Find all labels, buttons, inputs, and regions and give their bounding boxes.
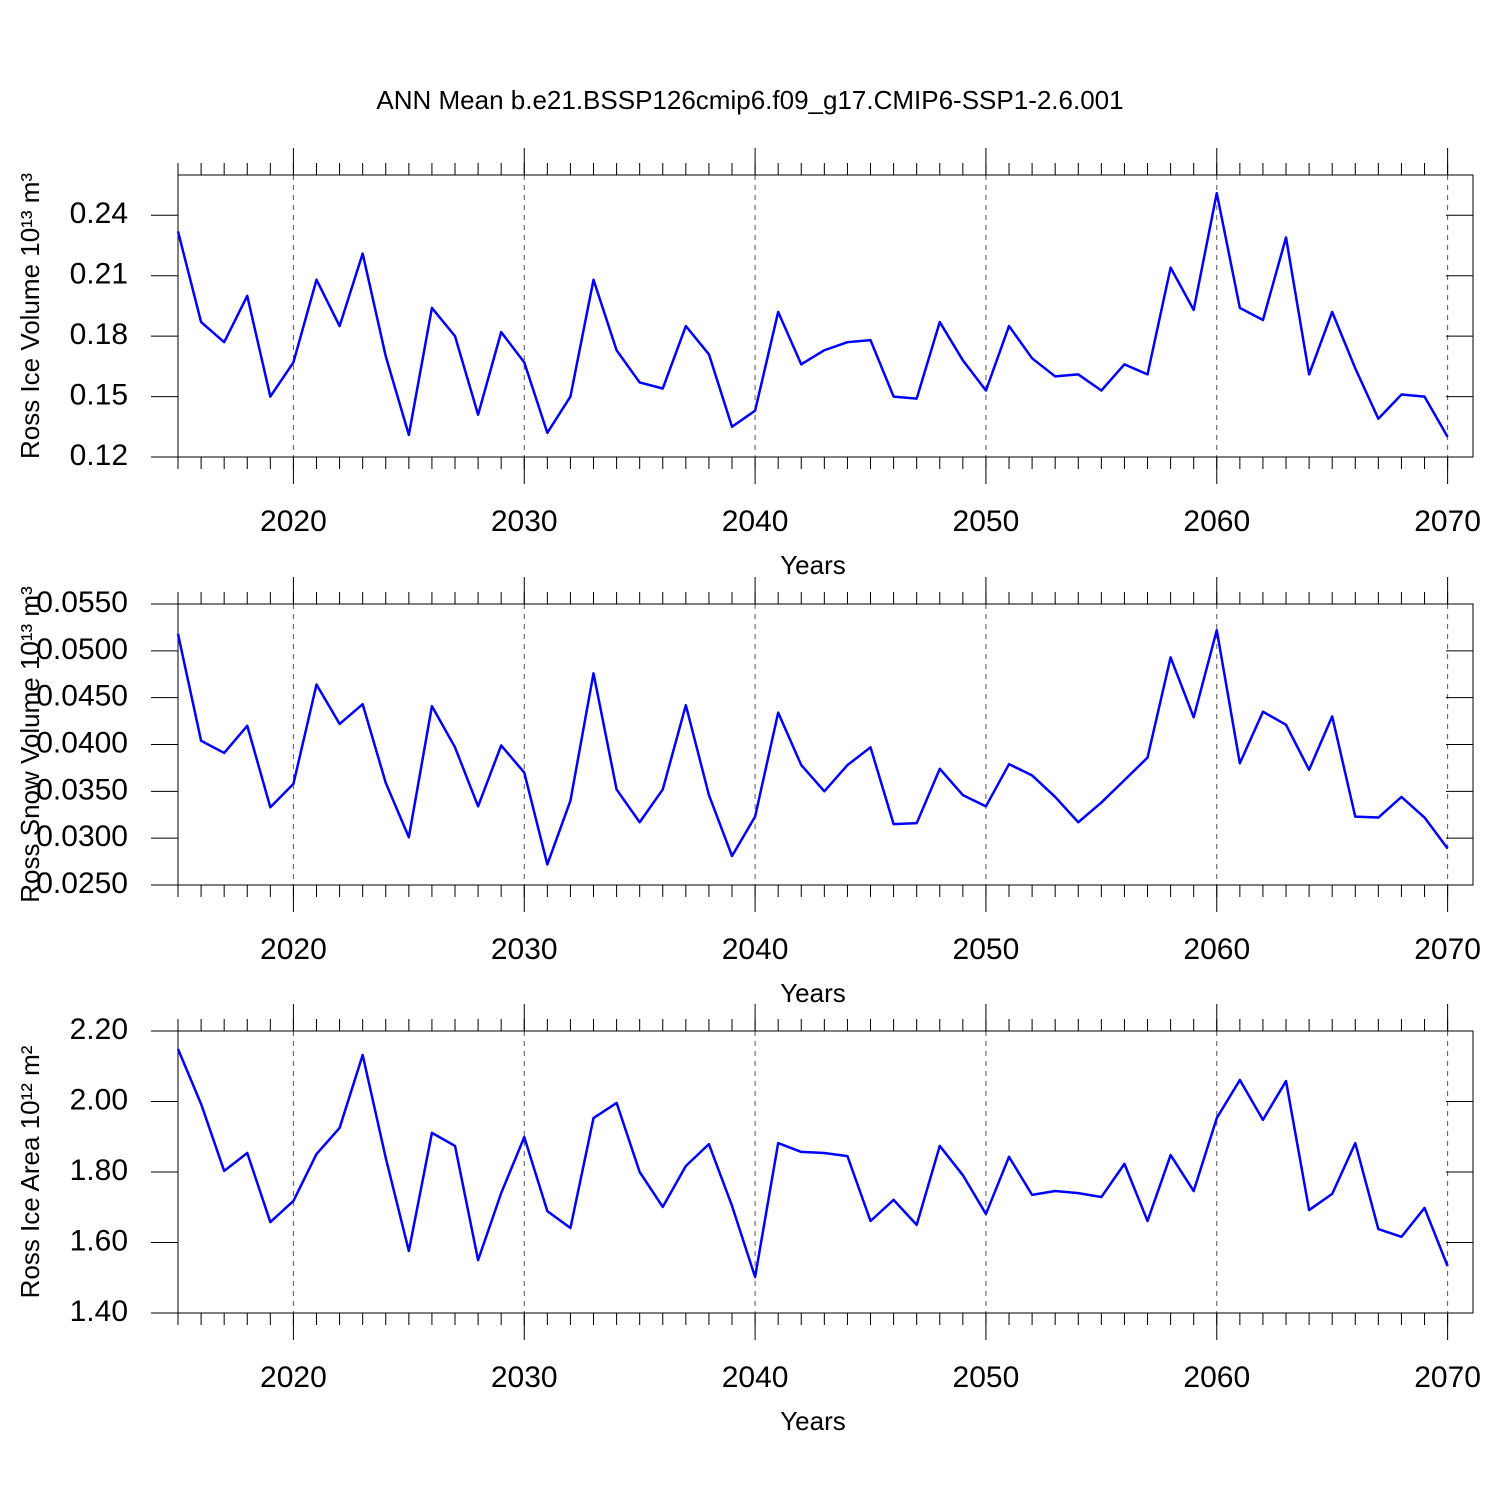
data-line xyxy=(176,628,1449,866)
y-tick-label: 0.0250 xyxy=(36,867,128,900)
x-tick-label: 2050 xyxy=(953,933,1020,966)
x-tick-label: 2070 xyxy=(1414,1361,1481,1394)
y-tick-label: 0.0550 xyxy=(36,586,128,619)
y-tick-label: 2.00 xyxy=(70,1083,128,1116)
x-axis-label: Years xyxy=(780,1406,846,1436)
y-tick-label: 0.0350 xyxy=(36,773,128,806)
figure-title: ANN Mean b.e21.BSSP126cmip6.f09_g17.CMIP… xyxy=(376,85,1123,115)
data-line xyxy=(176,191,1449,438)
x-tick-label: 2060 xyxy=(1183,505,1250,538)
x-tick-label: 2050 xyxy=(953,1361,1020,1394)
x-axis-label: Years xyxy=(780,550,846,580)
y-tick-label: 0.24 xyxy=(70,197,128,230)
x-tick-label: 2030 xyxy=(491,505,558,538)
x-tick-label: 2040 xyxy=(722,933,789,966)
panel: 2020 2030 2040 2050 2060 2070 0.12 0.15 0.18 0.21… xyxy=(15,148,1481,580)
y-tick-label: 1.80 xyxy=(70,1154,128,1187)
y-tick-label: 1.40 xyxy=(70,1295,128,1328)
y-axis-label: Ross Ice Volume 10¹³ m³ xyxy=(15,173,45,459)
x-tick-label: 2020 xyxy=(260,1361,327,1394)
x-tick-label: 2060 xyxy=(1183,933,1250,966)
plot-frame xyxy=(177,174,1474,458)
y-tick-label: 0.12 xyxy=(70,439,128,472)
x-tick-label: 2040 xyxy=(722,1361,789,1394)
x-tick-label: 2070 xyxy=(1414,505,1481,538)
x-tick-label: 2030 xyxy=(491,1361,558,1394)
x-tick-label: 2050 xyxy=(953,505,1020,538)
y-tick-label: 0.0450 xyxy=(36,680,128,713)
x-tick-label: 2040 xyxy=(722,505,789,538)
y-tick-label: 0.0300 xyxy=(36,820,128,853)
plot-frame xyxy=(177,603,1474,886)
y-tick-label: 0.21 xyxy=(70,258,128,291)
x-tick-label: 2020 xyxy=(260,933,327,966)
x-axis-label: Years xyxy=(780,978,846,1008)
x-tick-label: 2070 xyxy=(1414,933,1481,966)
x-tick-label: 2030 xyxy=(491,933,558,966)
y-axis-label: Ross Snow Volume 10¹³ m³ xyxy=(15,586,45,903)
y-tick-label: 0.0400 xyxy=(36,726,128,759)
panel: 2020 2030 2040 2050 2060 2070 1.40 1.60 1.80 2.00… xyxy=(15,1004,1481,1436)
plot-frame xyxy=(177,1030,1474,1314)
panel: 2020 2030 2040 2050 2060 2070 0.0250 0.0300 0.03… xyxy=(15,577,1481,1008)
y-tick-label: 0.0500 xyxy=(36,633,128,666)
data-line xyxy=(176,1048,1449,1279)
y-tick-label: 2.20 xyxy=(70,1013,128,1046)
y-axis-label: Ross Ice Area 10¹² m² xyxy=(15,1045,45,1298)
y-tick-label: 0.18 xyxy=(70,318,128,351)
x-tick-label: 2020 xyxy=(260,505,327,538)
y-tick-label: 0.15 xyxy=(70,378,128,411)
x-tick-label: 2060 xyxy=(1183,1361,1250,1394)
y-tick-label: 1.60 xyxy=(70,1224,128,1257)
